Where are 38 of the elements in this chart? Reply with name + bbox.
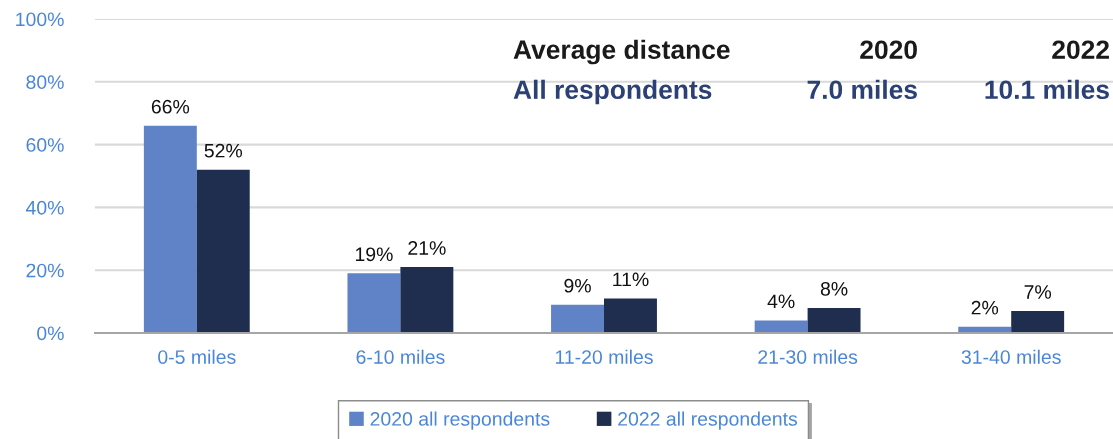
- bar: [347, 273, 401, 333]
- data-label: 4%: [767, 294, 795, 309]
- x-tick-label: 31-40 miles: [961, 349, 1061, 364]
- data-label: 19%: [355, 247, 393, 262]
- x-tick-label: 11-20 miles: [555, 349, 653, 364]
- data-label: 8%: [820, 281, 848, 296]
- legend-label: 2020 all respondents: [370, 411, 550, 430]
- bar: [196, 169, 250, 333]
- bar: [400, 267, 454, 333]
- annotation: 10.1 miles: [985, 79, 1109, 100]
- data-label: 11%: [613, 272, 649, 287]
- data-label: 66%: [151, 99, 190, 114]
- x-tick-label: 21-30 miles: [758, 349, 858, 364]
- annotation: All respondents: [513, 79, 712, 105]
- y-tick-label: 20%: [26, 263, 64, 278]
- bar: [551, 304, 604, 333]
- annotation: 2020: [860, 40, 917, 60]
- bar: [754, 320, 808, 333]
- y-tick-label: 100%: [16, 12, 64, 27]
- bar: [143, 125, 197, 333]
- data-label: 52%: [204, 143, 243, 158]
- bar: [807, 307, 861, 333]
- y-tick-label: 80%: [26, 75, 64, 90]
- annotation: 7.0 miles: [807, 79, 917, 100]
- y-tick-label: 60%: [26, 138, 64, 152]
- annotation: 2022: [1052, 40, 1109, 60]
- x-tick-label: 6-10 miles: [356, 349, 445, 364]
- y-tick-label: 0%: [37, 326, 64, 341]
- legend-label: 2022 all respondents: [618, 411, 798, 430]
- data-label: 9%: [564, 278, 591, 293]
- data-label: 7%: [1024, 285, 1052, 299]
- bar: [1011, 311, 1065, 333]
- bar: [604, 298, 657, 333]
- annotation: Average distance: [513, 39, 730, 65]
- data-label: 21%: [408, 241, 446, 255]
- x-tick-label: 0-5 miles: [158, 349, 236, 364]
- data-label: 2%: [971, 300, 999, 315]
- y-tick-label: 40%: [25, 200, 64, 215]
